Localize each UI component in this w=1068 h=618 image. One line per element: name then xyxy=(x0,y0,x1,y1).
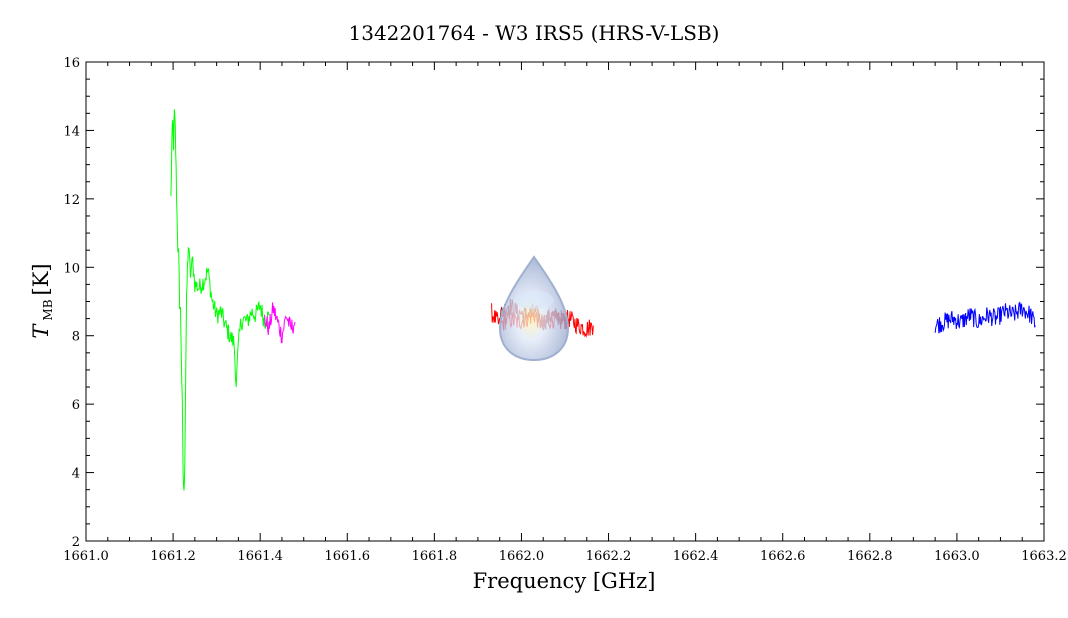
loading-drop-icon xyxy=(498,255,570,362)
series-group xyxy=(170,109,1036,491)
x-tick-label: 1661.8 xyxy=(412,549,458,564)
chart-title: 1342201764 - W3 IRS5 (HRS-V-LSB) xyxy=(349,21,720,45)
x-tick-label: 1663.0 xyxy=(934,549,980,564)
x-tick-label: 1663.2 xyxy=(1021,549,1067,564)
x-tick-labels: 1661.0 1661.2 1661.4 1661.6 1661.8 1662.0 1662… xyxy=(63,549,1067,564)
y-tick-label: 8 xyxy=(72,330,80,345)
series-line-0 xyxy=(170,109,270,491)
series-line-1 xyxy=(264,302,296,344)
x-axis-title: Frequency [GHz] xyxy=(473,569,656,593)
y-axis-title: T MB [K] xyxy=(29,263,55,338)
x-tick-label: 1661.6 xyxy=(325,549,371,564)
x-tick-label: 1662.4 xyxy=(673,549,719,564)
plot-frame xyxy=(85,61,1045,542)
y-tick-label: 12 xyxy=(63,193,80,208)
x-tick-label: 1661.0 xyxy=(63,549,109,564)
y-axis-title-subscript: MB xyxy=(41,299,55,320)
x-tick-label: 1662.2 xyxy=(586,549,632,564)
y-tick-label: 14 xyxy=(63,124,80,139)
y-tick-label: 10 xyxy=(63,261,80,276)
y-tick-label: 16 xyxy=(63,56,80,71)
axis-ticks xyxy=(85,61,1045,542)
x-tick-label: 1662.0 xyxy=(499,549,545,564)
y-tick-label: 6 xyxy=(72,398,80,413)
y-axis-title-unit: [K] xyxy=(29,263,53,295)
y-axis-title-symbol: T xyxy=(29,323,53,339)
y-tick-label: 4 xyxy=(72,467,80,482)
series-line-4 xyxy=(934,301,1036,334)
y-tick-labels: 2 4 6 8 10 12 14 16 xyxy=(63,56,80,550)
x-tick-label: 1661.2 xyxy=(150,549,196,564)
x-tick-label: 1662.6 xyxy=(760,549,806,564)
x-tick-label: 1662.8 xyxy=(847,549,893,564)
x-tick-label: 1661.4 xyxy=(237,549,283,564)
y-tick-label: 2 xyxy=(72,535,80,550)
